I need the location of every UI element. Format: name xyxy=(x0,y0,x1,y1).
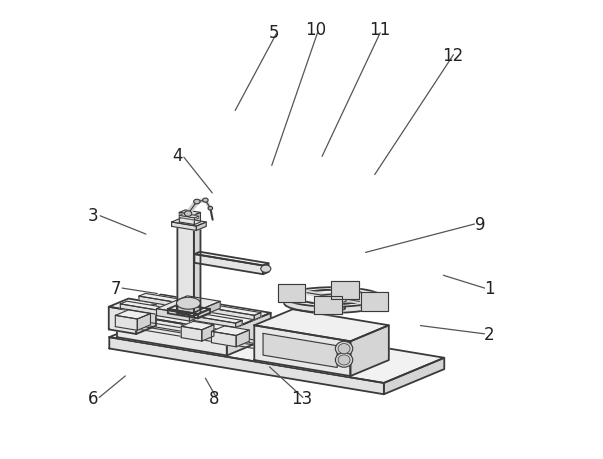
Ellipse shape xyxy=(194,199,200,204)
Polygon shape xyxy=(285,347,294,353)
Polygon shape xyxy=(182,326,202,341)
Polygon shape xyxy=(263,333,337,368)
Ellipse shape xyxy=(208,207,213,210)
Polygon shape xyxy=(198,309,210,319)
Polygon shape xyxy=(350,325,389,376)
Polygon shape xyxy=(278,284,305,302)
Ellipse shape xyxy=(284,293,382,313)
Ellipse shape xyxy=(335,353,353,367)
Polygon shape xyxy=(194,216,199,220)
Polygon shape xyxy=(137,313,151,330)
Polygon shape xyxy=(168,309,198,319)
Polygon shape xyxy=(236,330,249,347)
Polygon shape xyxy=(227,313,271,355)
Polygon shape xyxy=(212,331,236,347)
Polygon shape xyxy=(236,320,242,327)
Polygon shape xyxy=(136,303,156,334)
Ellipse shape xyxy=(203,198,208,202)
Ellipse shape xyxy=(260,265,271,272)
Ellipse shape xyxy=(338,355,350,365)
Text: 9: 9 xyxy=(475,216,485,234)
Polygon shape xyxy=(331,281,359,299)
Polygon shape xyxy=(177,224,200,229)
Polygon shape xyxy=(254,313,261,320)
Polygon shape xyxy=(194,213,200,224)
Ellipse shape xyxy=(321,306,345,311)
Polygon shape xyxy=(254,325,350,376)
Polygon shape xyxy=(179,213,194,224)
Polygon shape xyxy=(179,210,200,215)
Polygon shape xyxy=(197,222,206,230)
Polygon shape xyxy=(172,222,197,230)
Polygon shape xyxy=(139,296,254,320)
Polygon shape xyxy=(172,218,206,226)
Ellipse shape xyxy=(338,344,350,353)
Polygon shape xyxy=(120,304,236,327)
Polygon shape xyxy=(139,293,261,315)
Text: 6: 6 xyxy=(88,390,98,408)
Polygon shape xyxy=(182,321,214,330)
Ellipse shape xyxy=(297,290,368,304)
Ellipse shape xyxy=(297,290,368,304)
Polygon shape xyxy=(314,296,342,314)
Ellipse shape xyxy=(284,287,382,307)
Polygon shape xyxy=(157,296,220,314)
Polygon shape xyxy=(109,337,384,394)
Ellipse shape xyxy=(177,302,200,313)
Polygon shape xyxy=(117,295,271,331)
Text: 11: 11 xyxy=(368,22,390,39)
Polygon shape xyxy=(361,292,388,311)
Text: 7: 7 xyxy=(111,280,121,298)
Text: 1: 1 xyxy=(484,280,494,298)
Polygon shape xyxy=(194,254,263,274)
Polygon shape xyxy=(109,312,444,383)
Text: 10: 10 xyxy=(305,22,326,39)
Polygon shape xyxy=(202,325,214,341)
Polygon shape xyxy=(177,226,194,316)
Polygon shape xyxy=(109,307,136,334)
Polygon shape xyxy=(212,326,249,336)
Text: 4: 4 xyxy=(172,147,183,165)
Ellipse shape xyxy=(177,297,200,309)
Ellipse shape xyxy=(320,294,347,300)
Text: 12: 12 xyxy=(442,47,463,65)
Polygon shape xyxy=(120,301,242,323)
Polygon shape xyxy=(157,308,189,321)
Polygon shape xyxy=(189,301,220,321)
Polygon shape xyxy=(115,310,151,319)
Polygon shape xyxy=(384,358,444,394)
Polygon shape xyxy=(179,215,194,220)
Polygon shape xyxy=(117,313,227,355)
Text: 8: 8 xyxy=(209,390,220,408)
Text: 5: 5 xyxy=(269,24,279,42)
Ellipse shape xyxy=(320,298,347,303)
Text: 2: 2 xyxy=(484,326,494,344)
Text: 3: 3 xyxy=(88,207,99,225)
Ellipse shape xyxy=(185,211,192,216)
Polygon shape xyxy=(179,213,199,218)
Text: 13: 13 xyxy=(291,390,312,408)
Polygon shape xyxy=(115,315,137,330)
Ellipse shape xyxy=(335,341,353,356)
Polygon shape xyxy=(109,298,156,311)
Polygon shape xyxy=(194,252,268,265)
Polygon shape xyxy=(194,226,200,316)
Polygon shape xyxy=(120,319,129,326)
Polygon shape xyxy=(168,304,210,314)
Polygon shape xyxy=(254,309,389,341)
Polygon shape xyxy=(263,263,268,274)
